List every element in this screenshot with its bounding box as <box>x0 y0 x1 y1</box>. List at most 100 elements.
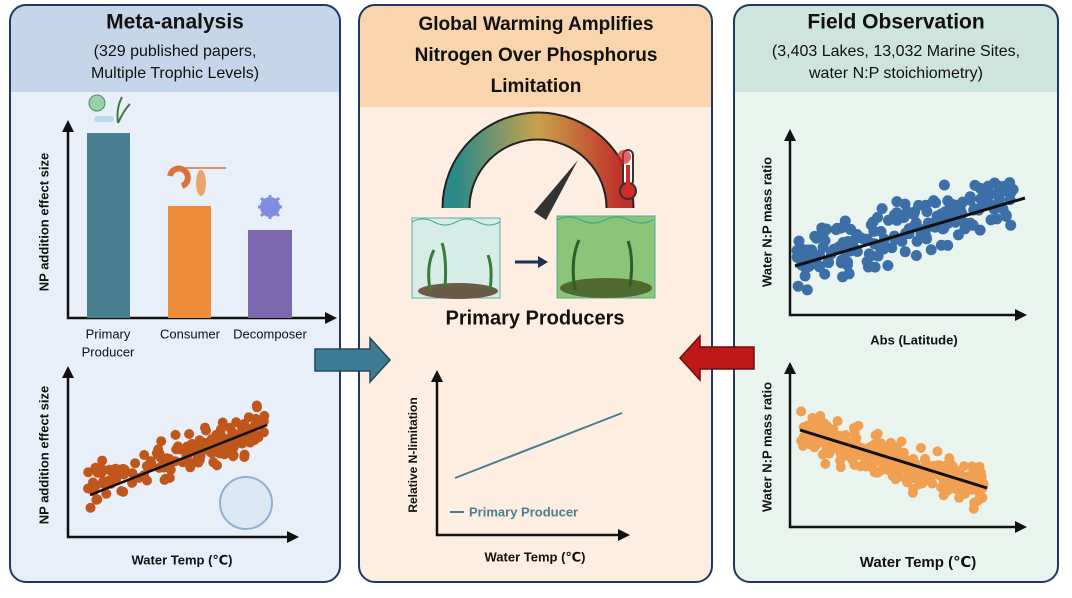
dot <box>165 463 176 474</box>
panel-title: Field Observation <box>807 11 984 34</box>
dot <box>239 452 250 462</box>
dot <box>938 179 950 191</box>
y-axis-label: Relative N-limitation <box>406 397 420 512</box>
dot <box>861 461 871 472</box>
tank-before <box>411 217 501 299</box>
x-axis-label: Abs (Latitude) <box>870 332 957 347</box>
dot <box>993 180 1005 192</box>
dot <box>145 456 156 467</box>
dot <box>103 476 114 487</box>
bar <box>87 133 130 318</box>
dot <box>793 235 805 247</box>
dot <box>101 488 112 499</box>
axes <box>788 135 1020 317</box>
dot <box>936 208 948 220</box>
x-axis-label: Water Temp (℃) <box>485 549 586 564</box>
dot <box>896 234 907 246</box>
dot <box>932 446 943 457</box>
dot <box>935 239 947 251</box>
dot <box>891 207 903 219</box>
dot <box>154 448 165 459</box>
dot <box>843 446 854 457</box>
dot <box>899 246 911 258</box>
dot <box>915 442 926 453</box>
dot <box>810 441 821 451</box>
y-axis-label: NP addition effect size <box>36 386 51 524</box>
dot <box>975 467 986 478</box>
gauge-needle <box>534 160 578 220</box>
dot <box>845 223 857 235</box>
legend-label: Primary Producer <box>469 504 578 519</box>
dot <box>876 203 888 215</box>
x-axis-label: Water Temp (℃) <box>132 552 233 567</box>
dot <box>872 437 883 448</box>
dot <box>948 199 960 211</box>
dot <box>97 455 108 466</box>
dot <box>208 457 219 468</box>
dot <box>908 208 920 220</box>
dot <box>807 412 818 423</box>
dot <box>902 477 912 488</box>
dot <box>954 483 965 494</box>
dot <box>960 217 972 229</box>
dot <box>249 435 260 446</box>
dot <box>827 426 838 437</box>
dot <box>877 465 887 475</box>
right-panel-bg <box>734 5 1058 582</box>
dot <box>796 406 807 417</box>
dot <box>875 226 887 237</box>
dot <box>792 280 804 292</box>
dot <box>111 473 122 484</box>
axes <box>435 376 623 537</box>
dot <box>185 443 196 454</box>
category-label: Consumer <box>160 326 221 341</box>
dot <box>862 261 874 273</box>
dot <box>799 270 811 282</box>
dot <box>1004 185 1016 197</box>
dot <box>993 194 1005 206</box>
dot <box>174 444 185 455</box>
dot <box>882 458 893 469</box>
dot <box>925 244 937 256</box>
panel-subtitle: (3,403 Lakes, 13,032 Marine Sites, <box>772 43 1020 60</box>
trend-line <box>454 412 623 479</box>
dot <box>826 444 837 455</box>
dot <box>882 260 894 271</box>
dot <box>257 416 267 427</box>
dot <box>920 199 932 211</box>
dot <box>900 209 912 221</box>
dot <box>809 230 821 242</box>
dot <box>170 429 181 440</box>
trend-line <box>89 423 268 497</box>
y-axis-label: Water N:P mass ratio <box>759 157 774 287</box>
dot <box>801 284 813 296</box>
dot <box>830 224 842 236</box>
dot <box>835 455 846 466</box>
panel-title: Meta-analysis <box>106 11 244 34</box>
trend-line <box>799 428 988 490</box>
axes <box>66 125 330 320</box>
dot <box>857 233 869 245</box>
category-label: Decomposer <box>233 326 307 341</box>
left-panel-border <box>9 4 341 583</box>
dot <box>839 215 851 227</box>
dot <box>863 248 875 260</box>
dot <box>867 216 879 228</box>
dot <box>802 436 813 446</box>
dot <box>83 467 94 478</box>
dot <box>910 250 922 261</box>
panel-title: Nitrogen Over Phosphorus <box>415 45 658 66</box>
dot <box>130 458 141 469</box>
dot <box>139 450 150 460</box>
dot <box>853 420 864 431</box>
thermometer <box>617 149 637 200</box>
dot <box>886 242 898 254</box>
y-axis-label: NP addition effect size <box>36 153 51 291</box>
dot <box>118 486 129 497</box>
dot <box>799 250 810 261</box>
dot <box>847 454 858 465</box>
category-label: Primary <box>86 326 131 341</box>
category-label: Producer <box>82 344 135 359</box>
arrow-left <box>678 334 755 382</box>
dot <box>851 433 862 444</box>
